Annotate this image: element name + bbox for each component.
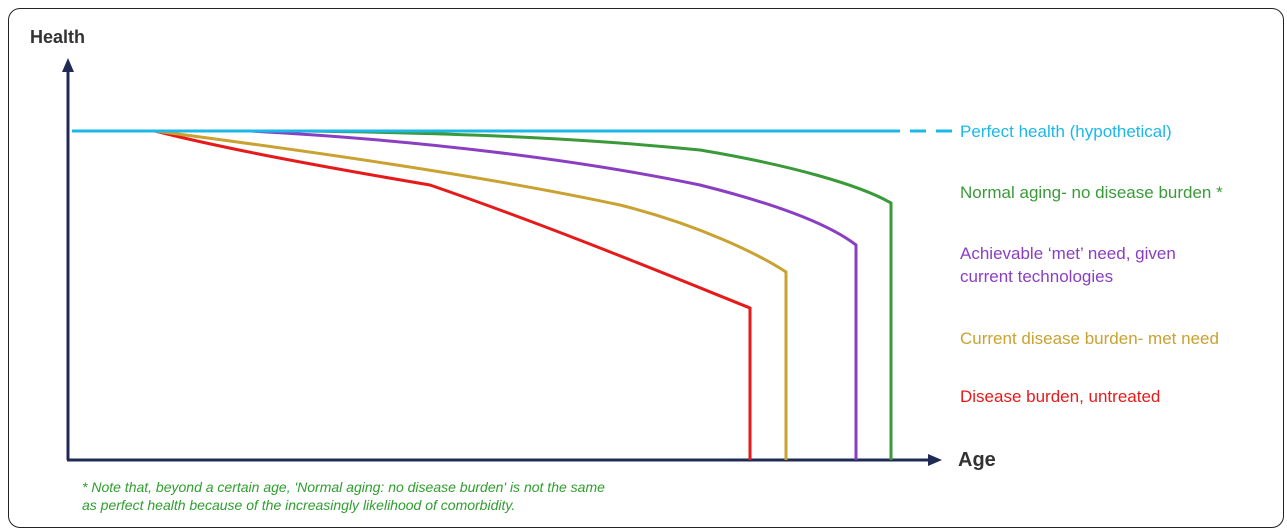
x-axis-arrow	[928, 454, 942, 466]
y-axis-title: Health	[30, 27, 86, 47]
health-age-diagram	[62, 58, 952, 466]
x-axis-title: Age	[958, 449, 996, 471]
footnote: * Note that, beyond a certain age, 'Norm…	[82, 478, 605, 514]
label-achievable-line-1: Achievable ‘met’ need, given	[960, 244, 1176, 263]
footnote-line-1: * Note that, beyond a certain age, 'Norm…	[82, 479, 605, 495]
label-perfect-health: Perfect health (hypothetical)	[960, 122, 1172, 141]
label-current-burden: Current disease burden- met need	[960, 329, 1219, 348]
curve-normal	[72, 129, 893, 460]
curve-current	[72, 129, 788, 460]
label-normal-aging: Normal aging- no disease burden *	[960, 183, 1223, 202]
y-axis-arrow	[62, 58, 74, 72]
footnote-line-2: as perfect health because of the increas…	[82, 497, 516, 513]
curve-untreated	[72, 129, 752, 460]
label-untreated: Disease burden, untreated	[960, 387, 1161, 406]
label-achievable-line-2: current technologies	[960, 267, 1114, 286]
curve-achievable	[72, 129, 858, 460]
